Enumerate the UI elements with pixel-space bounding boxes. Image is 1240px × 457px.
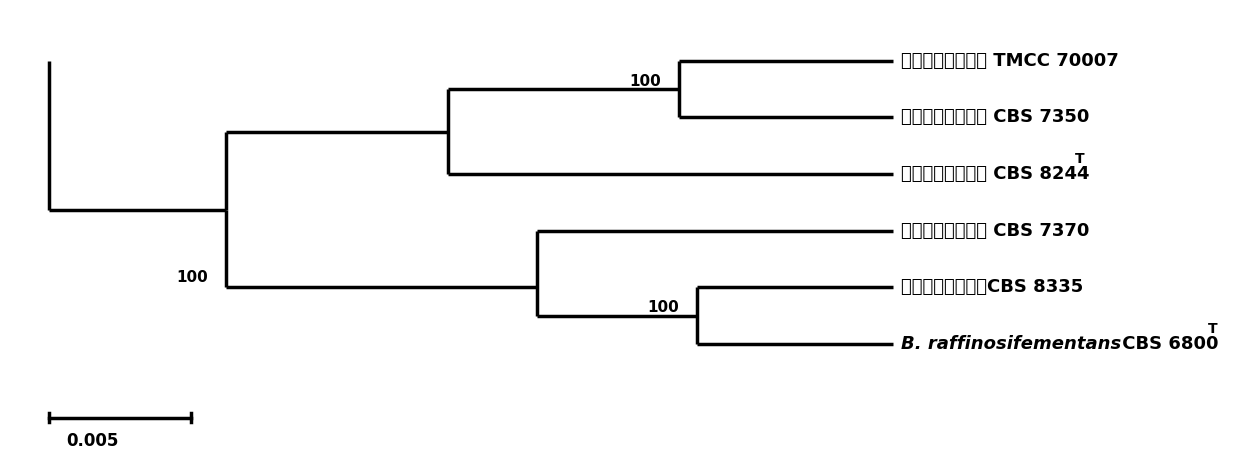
Text: 食腺嘌呤节孢酵母CBS 8335: 食腺嘌呤节孢酵母CBS 8335: [901, 278, 1084, 297]
Text: B. raffinosifementans: B. raffinosifementans: [901, 335, 1122, 353]
Text: T: T: [1075, 152, 1085, 165]
Text: 食腺嘌呤节孢酵母 CBS 8244: 食腺嘌呤节孢酵母 CBS 8244: [901, 165, 1090, 183]
Text: 100: 100: [647, 300, 680, 315]
Text: 100: 100: [630, 74, 662, 89]
Text: 0.005: 0.005: [67, 432, 119, 450]
Text: 100: 100: [177, 270, 208, 285]
Text: CBS 6800: CBS 6800: [1116, 335, 1219, 353]
Text: 食腺嘌呤节孢酵母 CBS 7370: 食腺嘌呤节孢酵母 CBS 7370: [901, 222, 1090, 240]
Text: 食腺嘌呤节孢酵母 CBS 7350: 食腺嘌呤节孢酵母 CBS 7350: [901, 108, 1090, 127]
Text: 食腺嘌呤节孢酵母 TMCC 70007: 食腺嘌呤节孢酵母 TMCC 70007: [901, 52, 1120, 70]
Text: T: T: [1208, 322, 1218, 335]
